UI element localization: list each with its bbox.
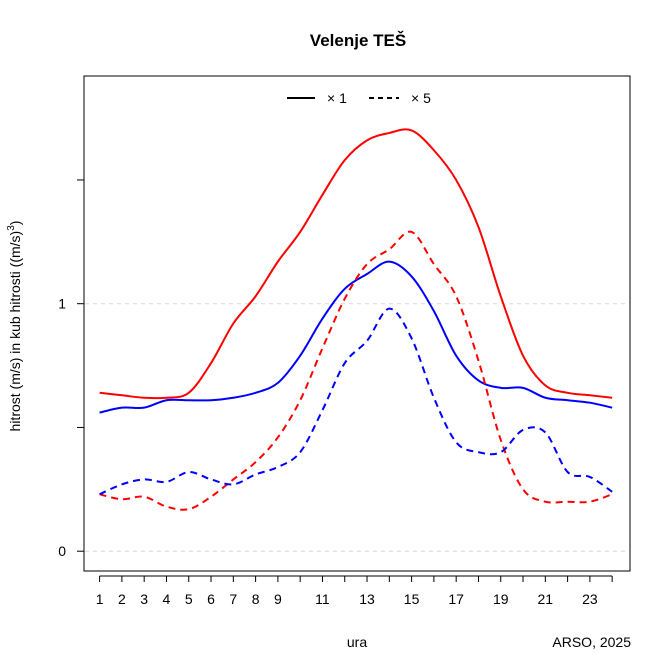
x-tick-label: 1 [96,591,104,607]
series-line-1 [99,128,613,400]
credit-label: ARSO, 2025 [552,634,631,650]
y-axis-label-end: ) [7,221,23,226]
plot-frame [83,75,631,572]
x-tick-label: 4 [163,591,171,607]
x-tick-label: 7 [229,591,237,607]
grid-lines [85,303,629,552]
x-tick-label: 15 [404,591,420,607]
y-axis-label-main: hitrost (m/s) in kub hitrosti ((m/s) [7,231,23,432]
y-axis-label: hitrost (m/s) in kub hitrosti ((m/s)3) [6,221,23,432]
x-tick-label: 23 [582,591,598,607]
y-tick-label: 1 [58,296,66,312]
y-tick-label: 0 [58,543,66,559]
x-tick-label: 19 [493,591,509,607]
series-line-4 [99,307,613,496]
x-tick-label: 13 [359,591,375,607]
x-axis-label: ura [347,634,367,650]
x-tick-label: 6 [207,591,215,607]
x-tick-label: 17 [448,591,464,607]
x-tick-label: 8 [252,591,260,607]
x-tick-label: 5 [185,591,193,607]
legend-label-1: × 1 [327,90,347,106]
x-tick-label: 9 [274,591,282,607]
x-axis: 1 2 3 4 5 6 7 8 9 11 13 15 17 19 21 23 [96,575,613,607]
x-tick-label: 3 [140,591,148,607]
y-axis: 01 [58,179,84,559]
legend: × 1 × 5 [287,90,431,106]
chart-title: Velenje TEŠ [310,31,406,50]
legend-label-2: × 5 [411,90,431,106]
y-axis-label-sup: 3 [6,225,17,231]
x-tick-label: 21 [538,591,554,607]
series-line-3 [99,230,613,511]
x-tick-label: 2 [118,591,126,607]
series-lines [99,128,613,511]
x-tick-label: 11 [315,591,330,607]
series-line-2 [99,260,613,414]
